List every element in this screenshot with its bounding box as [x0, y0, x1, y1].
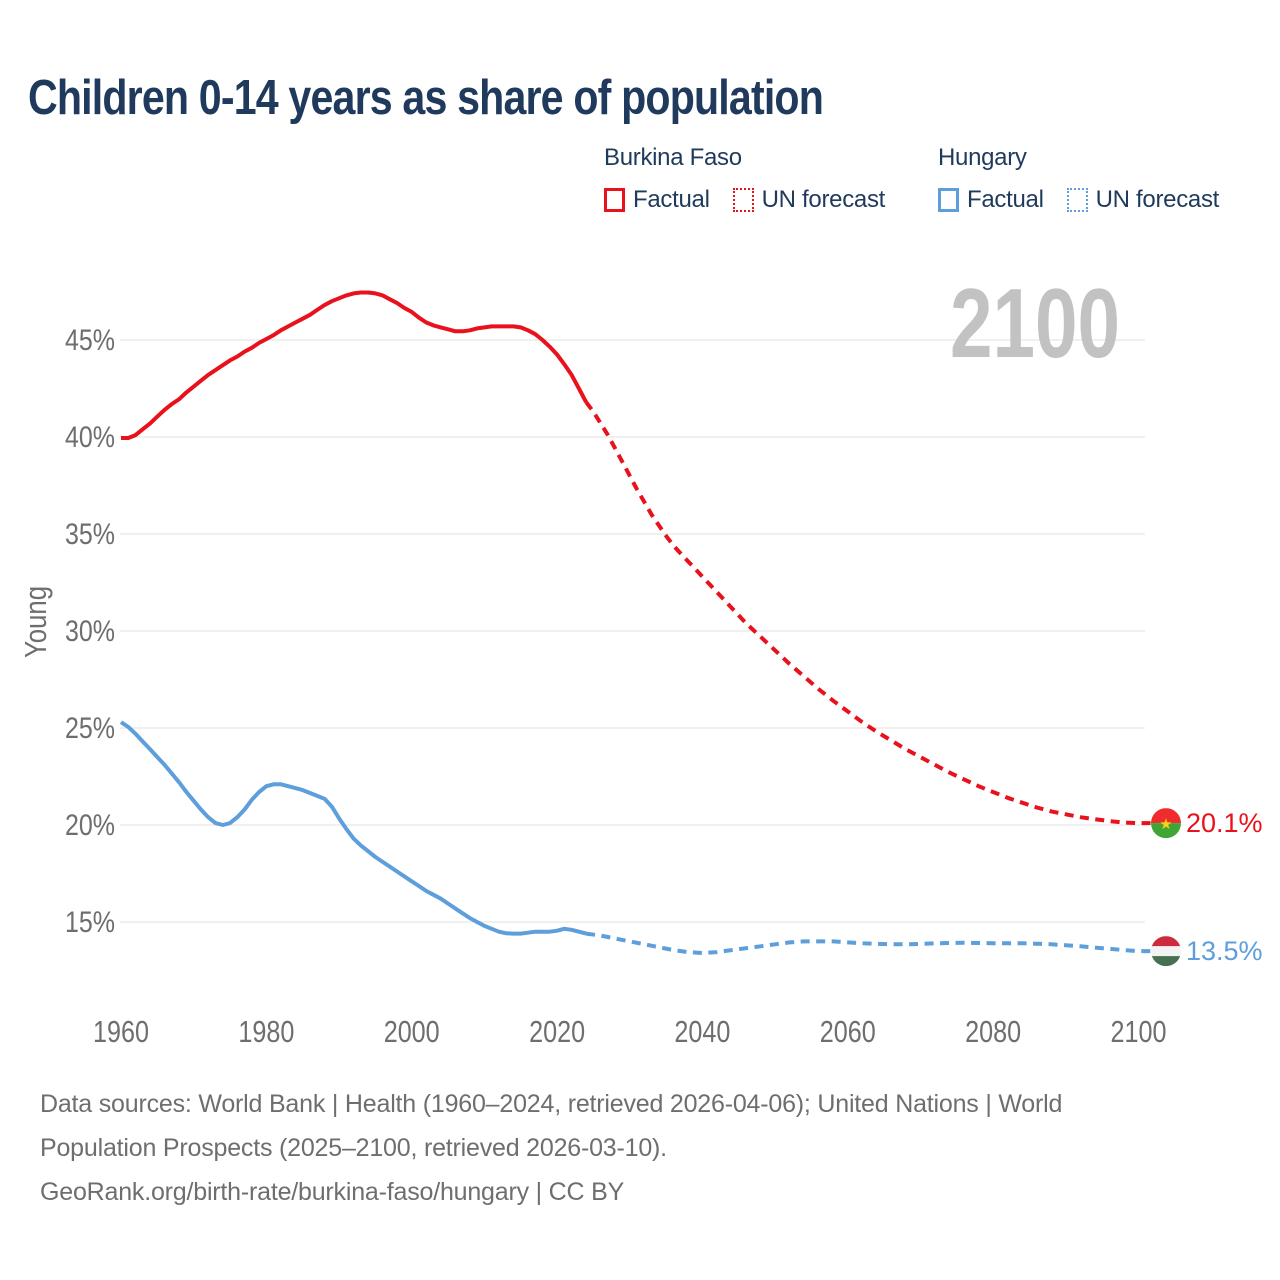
series-burkina-faso-factual [121, 290, 588, 440]
y-tick-45: 45% [65, 324, 115, 357]
legend-label-factual: Factual [967, 186, 1044, 213]
flag-hungary-icon [1151, 936, 1181, 967]
flag-burkina-faso-icon: ★ [1151, 808, 1181, 839]
end-label-hungary: 13.5% [1186, 936, 1263, 966]
legend-item-burkina-faso-forecast[interactable]: UN forecast [732, 186, 886, 214]
legend-item-hungary-forecast[interactable]: UN forecast [1066, 186, 1220, 214]
sources-line-2: Population Prospects (2025–2100, retriev… [40, 1134, 667, 1162]
series-burkina-faso-forecast [584, 400, 1152, 826]
x-tick-2000: 2000 [384, 1014, 440, 1049]
legend-label-factual: Factual [633, 186, 710, 213]
legend-label-un-forecast: UN forecast [1095, 186, 1220, 213]
x-tick-2060: 2060 [820, 1014, 876, 1049]
y-tick-40: 40% [65, 421, 115, 454]
sources-line-1: Data sources: World Bank | Health (1960–… [40, 1090, 1063, 1118]
x-tick-1960: 1960 [93, 1014, 149, 1049]
legend-group-burkina-faso: Burkina Faso Factual UN forecast [604, 146, 885, 214]
page-title: Children 0-14 years as share of populati… [28, 71, 824, 125]
legend-item-burkina-faso-factual[interactable]: Factual [604, 186, 710, 214]
legend-swatch-dotted-blue-icon [1066, 188, 1088, 212]
y-tick-30: 30% [65, 615, 115, 648]
x-tick-2100: 2100 [1111, 1014, 1167, 1049]
legend-swatch-dotted-red-icon [732, 188, 754, 212]
legend-swatch-solid-red-icon [604, 188, 625, 212]
y-tick-25: 25% [65, 712, 115, 745]
y-axis-label: Young [18, 586, 53, 658]
y-tick-20: 20% [65, 809, 115, 842]
x-tick-2040: 2040 [674, 1014, 730, 1049]
svg-text:★: ★ [1159, 816, 1172, 833]
series-hungary-forecast [585, 931, 1152, 955]
y-tick-15: 15% [65, 906, 115, 939]
x-tick-2080: 2080 [965, 1014, 1021, 1049]
data-sources: Data sources: World Bank | Health (1960–… [40, 1082, 1062, 1214]
legend-label-un-forecast: UN forecast [761, 186, 886, 213]
legend-group-hungary: Hungary Factual UN forecast [938, 146, 1219, 214]
y-tick-35: 35% [65, 518, 115, 551]
legend-item-hungary-factual[interactable]: Factual [938, 186, 1044, 214]
sources-line-3: GeoRank.org/birth-rate/burkina-faso/hung… [40, 1178, 625, 1206]
watermark-year: 2100 [950, 268, 1120, 378]
x-tick-1980: 1980 [238, 1014, 294, 1049]
legend-swatch-solid-blue-icon [938, 188, 959, 212]
end-label-burkina-faso: 20.1% [1186, 808, 1263, 838]
legend-country-hungary: Hungary [938, 144, 1027, 171]
series-hungary-factual [119, 720, 587, 936]
legend-country-burkina-faso: Burkina Faso [604, 144, 742, 171]
x-tick-2020: 2020 [529, 1014, 585, 1049]
